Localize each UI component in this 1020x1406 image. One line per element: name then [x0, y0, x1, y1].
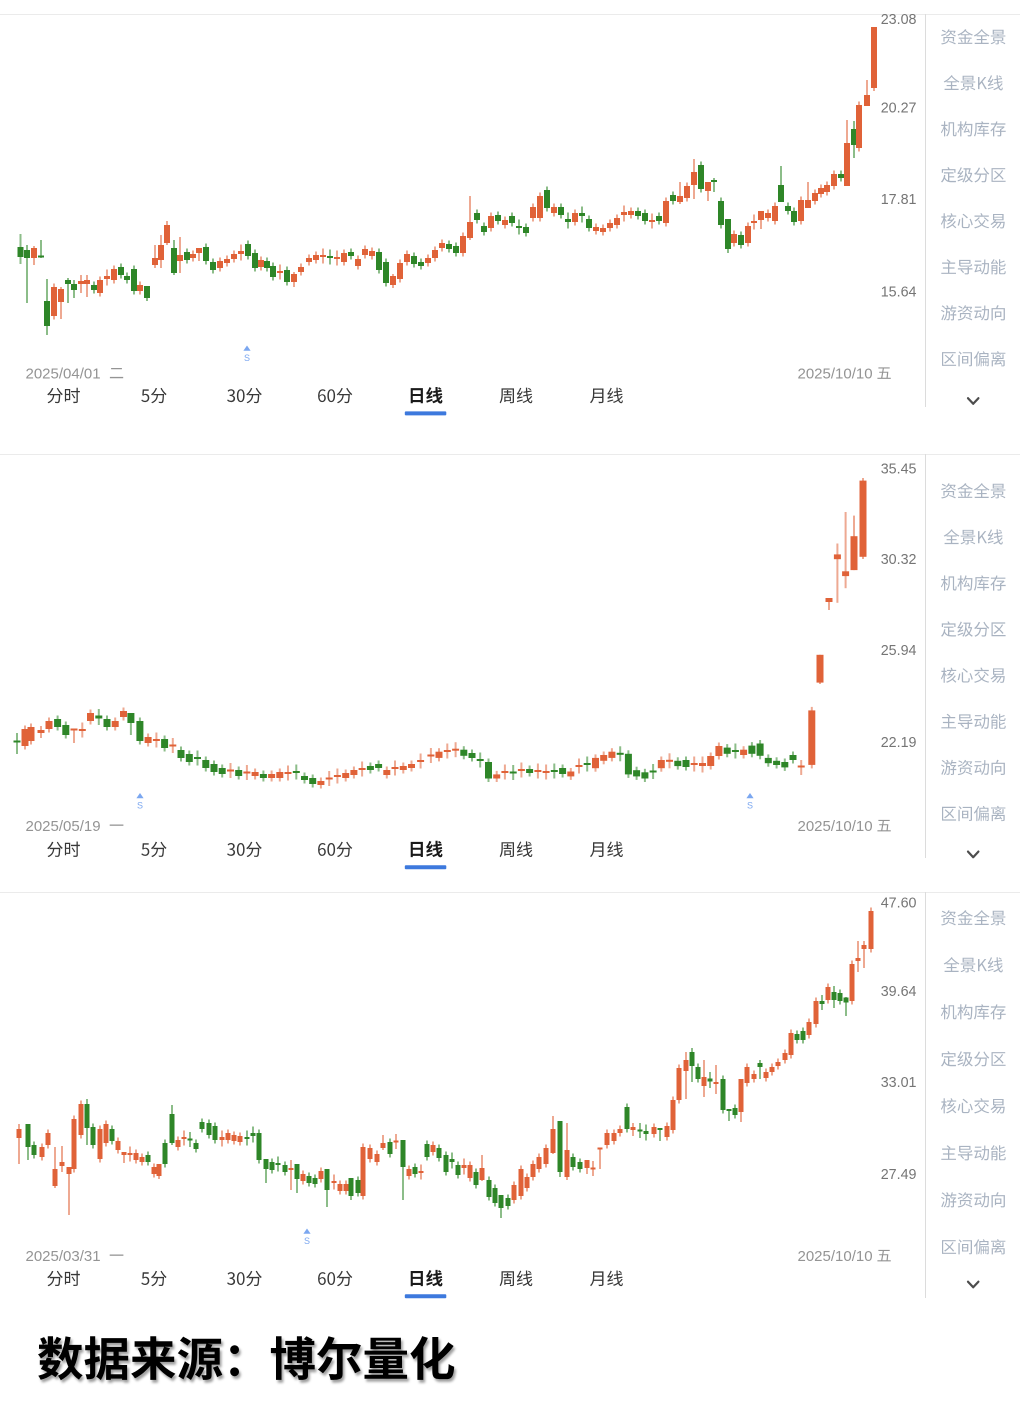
- svg-text:30.32: 30.32: [881, 552, 917, 568]
- svg-text:27.49: 27.49: [881, 1167, 917, 1183]
- svg-text:2025/03/31: 2025/03/31: [26, 1248, 101, 1265]
- svg-text:S: S: [747, 801, 753, 811]
- svg-text:S: S: [244, 353, 250, 363]
- svg-text:47.60: 47.60: [881, 896, 917, 912]
- svg-text:17.81: 17.81: [881, 192, 917, 208]
- svg-text:S: S: [304, 1236, 310, 1246]
- svg-text:22.19: 22.19: [881, 735, 917, 751]
- svg-text:2025/10/10: 2025/10/10: [798, 366, 873, 383]
- svg-text:39.64: 39.64: [881, 984, 917, 1000]
- svg-text:35.45: 35.45: [881, 462, 917, 478]
- svg-text:23.08: 23.08: [881, 12, 917, 28]
- svg-text:33.01: 33.01: [881, 1075, 917, 1091]
- svg-text:2025/05/19: 2025/05/19: [26, 818, 101, 835]
- svg-text:20.27: 20.27: [881, 101, 917, 117]
- svg-text:2025/10/10: 2025/10/10: [798, 818, 873, 835]
- svg-text:15.64: 15.64: [881, 285, 917, 301]
- svg-text:2025/04/01: 2025/04/01: [26, 366, 101, 383]
- svg-text:S: S: [137, 801, 143, 811]
- svg-text:25.94: 25.94: [881, 643, 917, 659]
- svg-text:2025/10/10: 2025/10/10: [798, 1248, 873, 1265]
